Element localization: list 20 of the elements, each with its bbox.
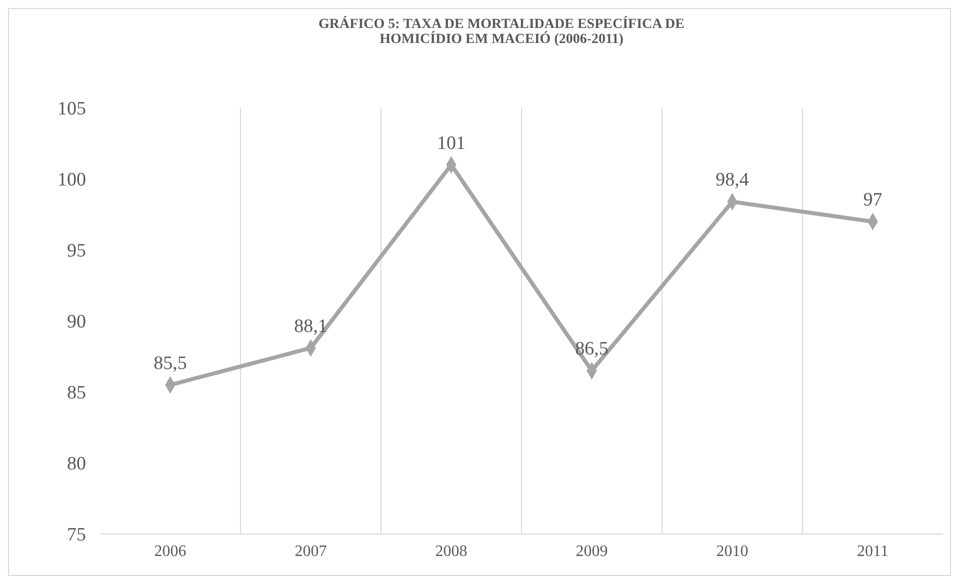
y-tick-label: 85 <box>67 382 86 404</box>
data-label: 86,5 <box>575 338 608 360</box>
data-label: 88,1 <box>294 316 328 337</box>
data-label: 97 <box>863 190 882 211</box>
x-tick-label: 2006 <box>154 543 186 560</box>
y-tick-label: 95 <box>67 240 86 262</box>
data-label: 85,5 <box>154 352 187 374</box>
y-tick-label: 80 <box>67 454 86 475</box>
data-label: 98,4 <box>716 170 750 191</box>
y-tick-label: 90 <box>67 312 86 333</box>
data-label: 101 <box>437 132 466 154</box>
x-tick-label: 2007 <box>294 543 327 560</box>
y-tick-label: 105 <box>58 98 86 120</box>
chart-title: GRÁFICO 5: TAXA DE MORTALIDADE ESPECÍFICA DE HOMICÍDIO EM MACEIÓ (2006-2011) <box>318 15 684 47</box>
y-tick-label: 100 <box>58 170 86 191</box>
x-tick-label: 2008 <box>435 543 468 560</box>
x-tick-label: 2011 <box>857 543 888 560</box>
x-tick-label: 2009 <box>576 543 608 560</box>
x-tick-label: 2010 <box>716 543 748 560</box>
y-tick-label: 75 <box>67 524 86 546</box>
